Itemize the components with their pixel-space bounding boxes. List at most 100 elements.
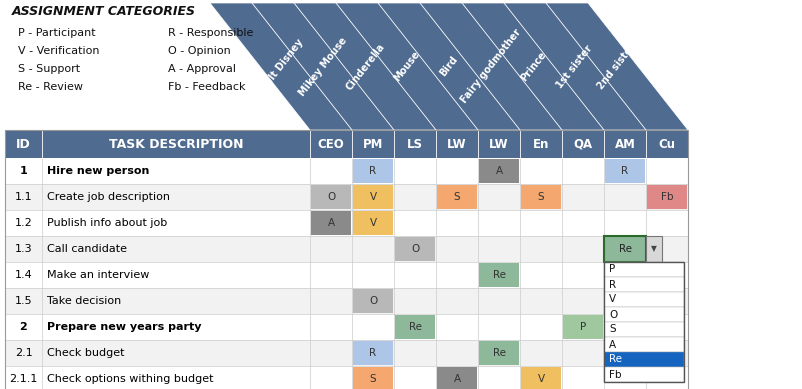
Bar xyxy=(604,292,684,307)
Bar xyxy=(604,262,684,277)
Bar xyxy=(437,367,477,389)
Bar xyxy=(604,307,684,322)
Text: A - Approval: A - Approval xyxy=(168,64,236,74)
Bar xyxy=(604,322,684,337)
Bar xyxy=(646,236,662,262)
Bar xyxy=(5,158,688,184)
Bar xyxy=(353,185,393,209)
Text: En: En xyxy=(533,137,549,151)
Text: 1.2: 1.2 xyxy=(14,218,32,228)
Bar xyxy=(311,211,351,235)
Bar xyxy=(479,341,519,365)
Text: P: P xyxy=(609,265,615,275)
Text: R - Responsible: R - Responsible xyxy=(168,28,253,38)
Text: 1.4: 1.4 xyxy=(14,270,32,280)
Text: Prince: Prince xyxy=(518,50,548,83)
Text: Publish info about job: Publish info about job xyxy=(47,218,168,228)
Bar xyxy=(353,367,393,389)
Text: V: V xyxy=(370,192,377,202)
Bar xyxy=(5,130,688,158)
Text: PM: PM xyxy=(363,137,383,151)
Text: A: A xyxy=(609,340,616,349)
Bar xyxy=(5,184,688,210)
Bar xyxy=(605,159,645,183)
Bar xyxy=(479,159,519,183)
Text: Fb - Feedback: Fb - Feedback xyxy=(168,82,245,92)
Text: S: S xyxy=(609,324,616,335)
Text: CEO: CEO xyxy=(318,137,344,151)
Text: 1.1: 1.1 xyxy=(14,192,32,202)
Text: LW: LW xyxy=(489,137,508,151)
Text: Re - Review: Re - Review xyxy=(18,82,83,92)
Text: V: V xyxy=(370,218,377,228)
Bar xyxy=(5,314,688,340)
Text: LS: LS xyxy=(407,137,423,151)
Text: Mikey Mouse: Mikey Mouse xyxy=(297,35,349,98)
Text: 1st sister: 1st sister xyxy=(555,43,595,90)
Text: Hire new person: Hire new person xyxy=(47,166,149,176)
Text: QA: QA xyxy=(573,137,593,151)
Text: V - Verification: V - Verification xyxy=(18,46,99,56)
Text: Create job description: Create job description xyxy=(47,192,170,202)
Bar xyxy=(605,237,645,261)
Text: V: V xyxy=(609,294,616,305)
Text: R: R xyxy=(609,280,616,289)
Text: 1.3: 1.3 xyxy=(14,244,32,254)
Text: R: R xyxy=(622,166,629,176)
Text: ▼: ▼ xyxy=(651,245,657,254)
Bar xyxy=(353,289,393,313)
Text: P: P xyxy=(580,322,586,332)
Text: TASK DESCRIPTION: TASK DESCRIPTION xyxy=(109,137,243,151)
Bar xyxy=(353,211,393,235)
Text: Call candidate: Call candidate xyxy=(47,244,127,254)
Text: O: O xyxy=(327,192,335,202)
Text: R: R xyxy=(370,166,377,176)
Text: S: S xyxy=(537,192,545,202)
Text: 1.5: 1.5 xyxy=(14,296,32,306)
Bar xyxy=(311,185,351,209)
Bar xyxy=(395,315,435,339)
Text: P - Participant: P - Participant xyxy=(18,28,95,38)
Bar xyxy=(604,337,684,352)
Text: A: A xyxy=(496,166,503,176)
Text: Re: Re xyxy=(492,270,505,280)
Text: ID: ID xyxy=(16,137,30,151)
Text: R: R xyxy=(370,348,377,358)
Text: S - Support: S - Support xyxy=(18,64,80,74)
Text: Cu: Cu xyxy=(658,137,675,151)
Text: Re: Re xyxy=(618,244,631,254)
Text: V: V xyxy=(537,374,545,384)
Bar xyxy=(5,236,688,262)
Bar xyxy=(479,263,519,287)
Text: O: O xyxy=(411,244,419,254)
Text: 2.1: 2.1 xyxy=(14,348,32,358)
Text: S: S xyxy=(454,192,460,202)
Text: Cinderella: Cinderella xyxy=(344,41,387,92)
Text: Re: Re xyxy=(408,322,422,332)
Bar xyxy=(647,185,687,209)
Text: O: O xyxy=(609,310,618,319)
Text: O - Opinion: O - Opinion xyxy=(168,46,231,56)
Bar xyxy=(521,185,561,209)
Bar xyxy=(563,315,603,339)
Text: Re: Re xyxy=(492,348,505,358)
Bar xyxy=(5,288,688,314)
Text: 1: 1 xyxy=(19,166,27,176)
Bar xyxy=(604,277,684,292)
Bar xyxy=(604,236,646,262)
Text: AM: AM xyxy=(614,137,635,151)
Text: ASSIGNMENT CATEGORIES: ASSIGNMENT CATEGORIES xyxy=(12,5,196,18)
Text: 2: 2 xyxy=(19,322,27,332)
Bar xyxy=(353,159,393,183)
Bar xyxy=(521,367,561,389)
Bar xyxy=(604,262,684,382)
Bar xyxy=(395,237,435,261)
Text: 2nd sister: 2nd sister xyxy=(596,42,638,91)
Text: S: S xyxy=(370,374,376,384)
Text: Walt Disney: Walt Disney xyxy=(257,38,305,95)
Text: Bird: Bird xyxy=(438,54,460,79)
Text: 2.1.1: 2.1.1 xyxy=(10,374,38,384)
Text: A: A xyxy=(453,374,460,384)
Text: Fairy godmother: Fairy godmother xyxy=(459,28,523,105)
Text: O: O xyxy=(369,296,377,306)
